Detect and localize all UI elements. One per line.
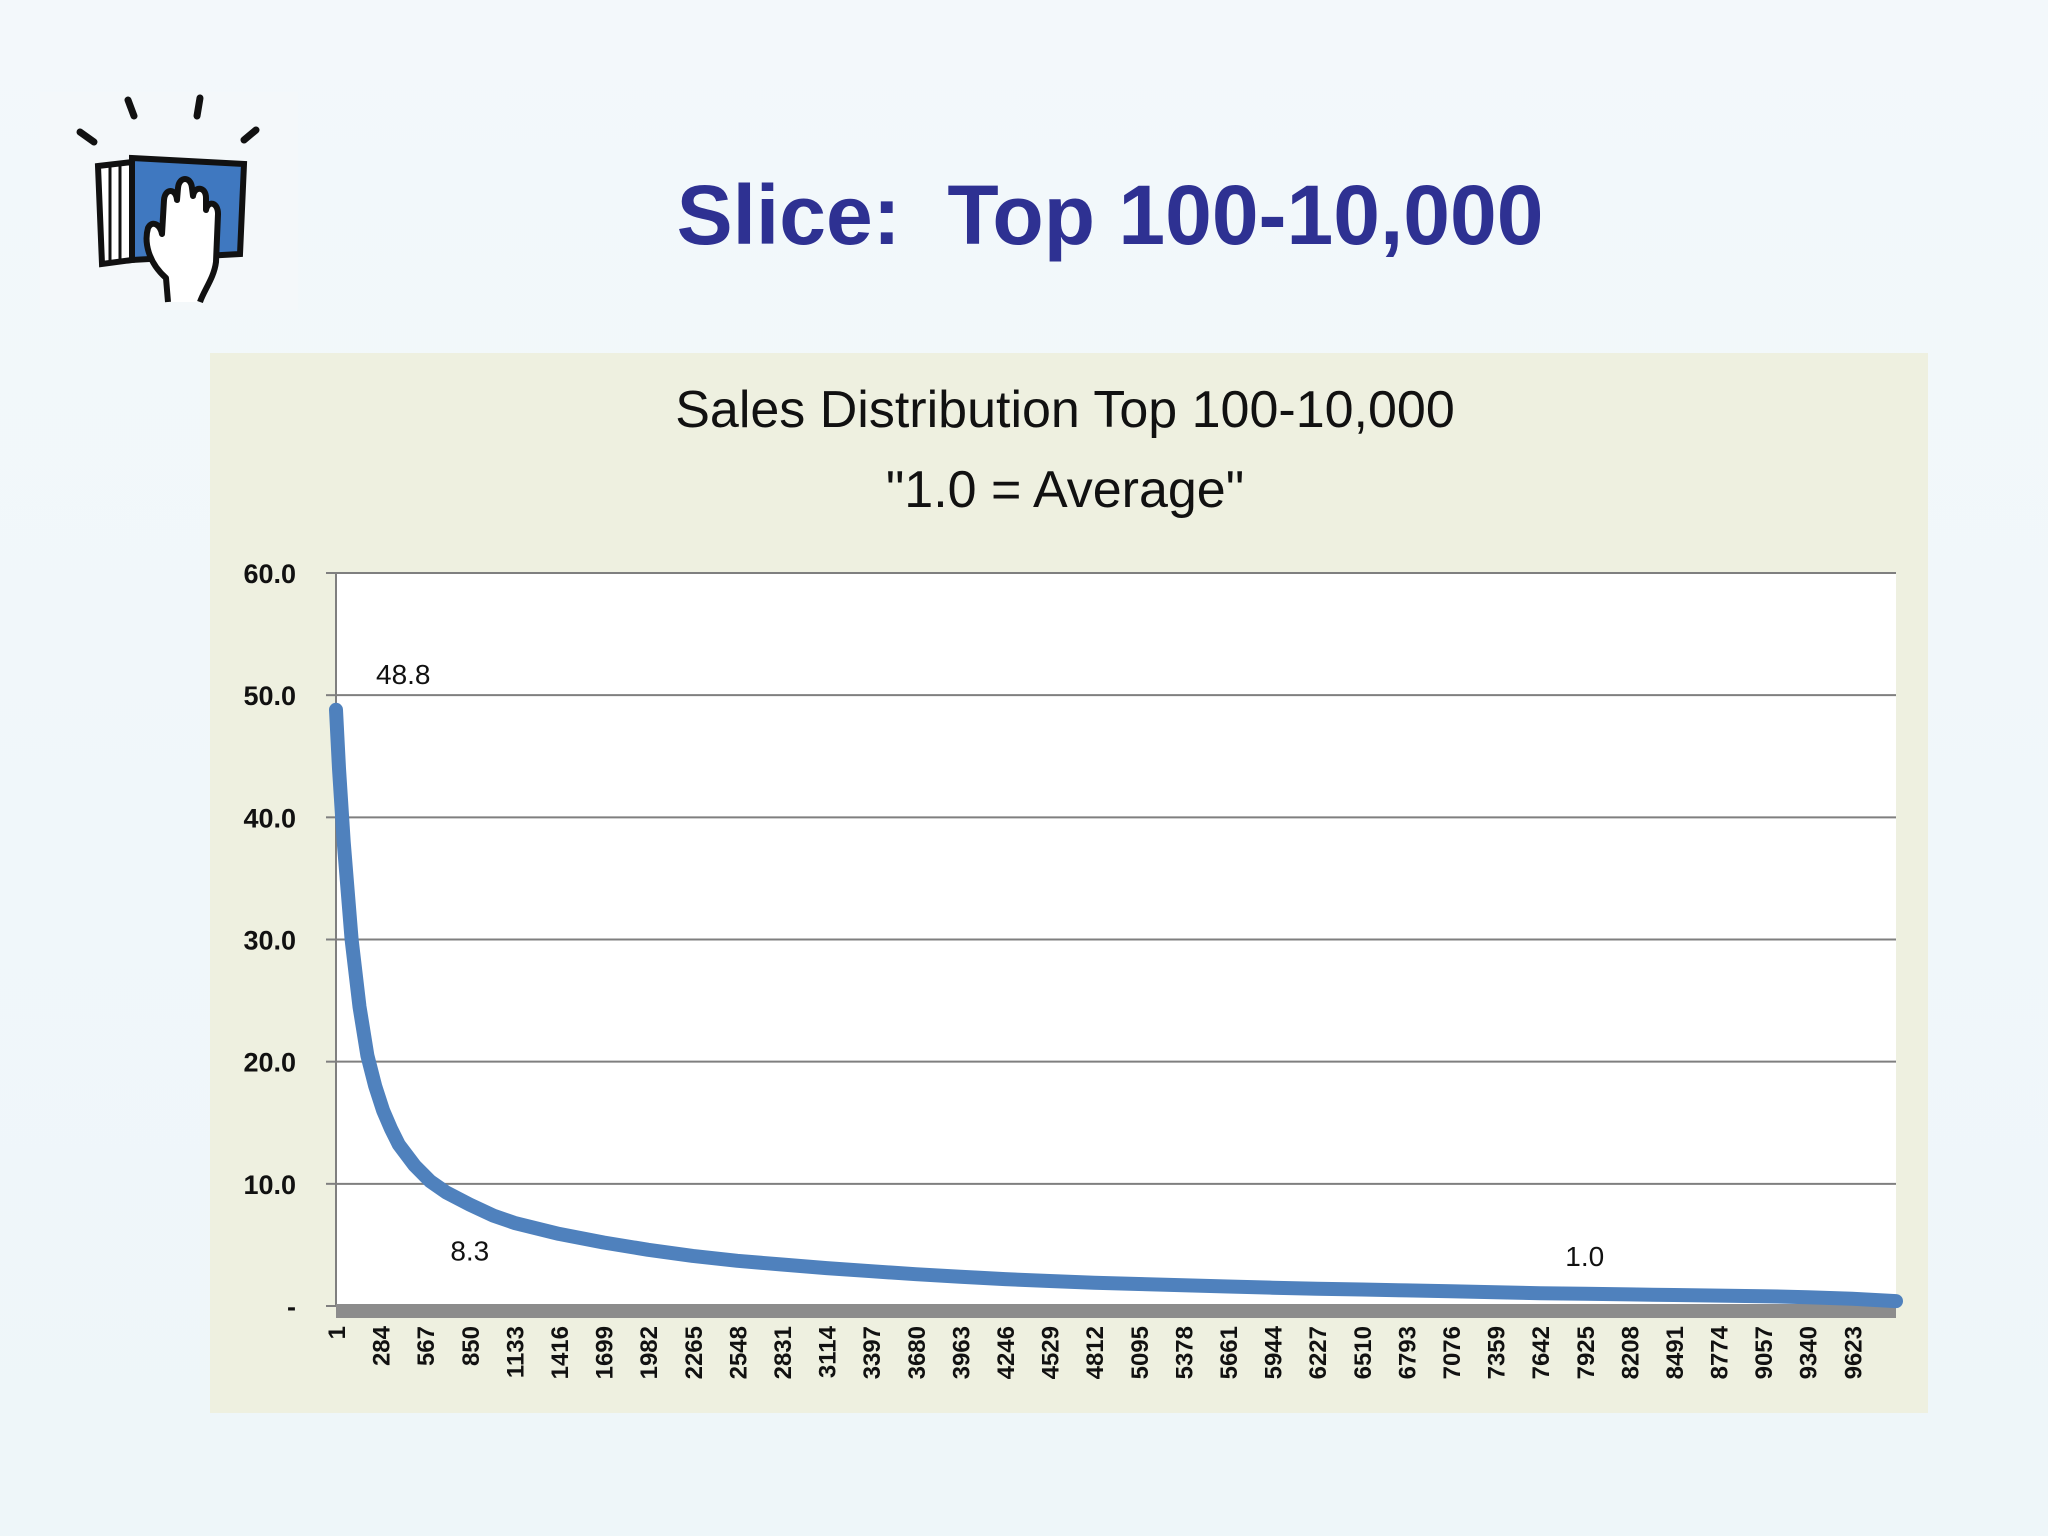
x-tick-label: 1416 xyxy=(547,1326,574,1379)
page-title: Slice: Top 100-10,000 xyxy=(676,168,1544,262)
book-hand-icon xyxy=(76,94,260,304)
line-chart: Sales Distribution Top 100-10,000 "1.0 =… xyxy=(243,381,1903,1379)
x-tick-label: 9623 xyxy=(1840,1326,1867,1379)
x-tick-label: 5095 xyxy=(1127,1326,1154,1379)
x-tick-label: 567 xyxy=(413,1326,440,1366)
x-tick-label: 850 xyxy=(458,1326,485,1366)
y-tick-label: 10.0 xyxy=(243,1170,296,1200)
x-tick-label: 5944 xyxy=(1261,1325,1288,1379)
x-tick-label: 1133 xyxy=(502,1326,529,1378)
series xyxy=(329,702,1903,1309)
x-tick-label: 7925 xyxy=(1573,1326,1600,1379)
x-tick-label: 9057 xyxy=(1751,1326,1778,1379)
x-tick-label: 4529 xyxy=(1038,1326,1065,1379)
y-tick-label: 20.0 xyxy=(243,1048,296,1078)
x-tick-label: 2265 xyxy=(681,1326,708,1379)
data-label: 48.8 xyxy=(376,659,431,690)
data-labels: 48.8 8.3 1.0 xyxy=(376,659,1604,1272)
logo xyxy=(40,92,298,310)
x-tick-label: 6227 xyxy=(1305,1326,1332,1379)
y-tick-label: 30.0 xyxy=(243,926,296,956)
x-axis-ticks: 1 284 567 850 1133 1416 1699 1982 2265 2548 2831 31… xyxy=(324,1325,1867,1379)
x-tick-label: 1 xyxy=(324,1326,351,1339)
chart-panel: Sales Distribution Top 100-10,000 "1.0 =… xyxy=(210,353,1928,1413)
series-line xyxy=(329,702,1903,1309)
x-tick-label: 5378 xyxy=(1171,1326,1198,1379)
x-tick-label: 4812 xyxy=(1082,1326,1109,1379)
x-tick-label: 6510 xyxy=(1350,1326,1377,1379)
x-tick-label: 284 xyxy=(369,1325,396,1366)
y-tick-label: 50.0 xyxy=(243,681,296,711)
x-tick-label: 8208 xyxy=(1617,1326,1644,1379)
x-tick-label: 3114 xyxy=(815,1325,842,1378)
x-tick-label: 7642 xyxy=(1528,1326,1555,1379)
data-label: 1.0 xyxy=(1565,1241,1604,1272)
x-tick-label: 4246 xyxy=(993,1326,1020,1379)
x-tick-label: 8774 xyxy=(1707,1325,1734,1379)
x-tick-label: 2831 xyxy=(770,1326,797,1379)
y-tick-label: 60.0 xyxy=(243,559,296,589)
x-tick-label: 2548 xyxy=(725,1326,752,1379)
y-tick-label: - xyxy=(287,1292,296,1322)
x-tick-label: 3963 xyxy=(948,1326,975,1379)
chart-title: Sales Distribution Top 100-10,000 xyxy=(675,381,1455,439)
x-tick-label: 8491 xyxy=(1662,1326,1689,1379)
data-label: 8.3 xyxy=(450,1236,489,1267)
axes xyxy=(326,572,1896,1318)
x-tick-label: 7076 xyxy=(1439,1326,1466,1379)
x-tick-label: 6793 xyxy=(1394,1326,1421,1379)
x-tick-label: 7359 xyxy=(1484,1326,1511,1379)
gridlines xyxy=(336,572,1896,1185)
x-tick-label: 1699 xyxy=(592,1326,619,1379)
x-tick-label: 3680 xyxy=(904,1326,931,1379)
x-tick-label: 9340 xyxy=(1796,1326,1823,1379)
y-axis-ticks: - 10.0 20.0 30.0 40.0 50.0 60.0 xyxy=(243,559,296,1322)
chart-subtitle: "1.0 = Average" xyxy=(886,461,1244,519)
x-tick-label: 1982 xyxy=(636,1326,663,1379)
x-axis-line xyxy=(336,1304,1896,1318)
x-tick-label: 5661 xyxy=(1216,1326,1243,1379)
x-tick-label: 3397 xyxy=(859,1326,886,1379)
y-tick-label: 40.0 xyxy=(243,803,296,833)
